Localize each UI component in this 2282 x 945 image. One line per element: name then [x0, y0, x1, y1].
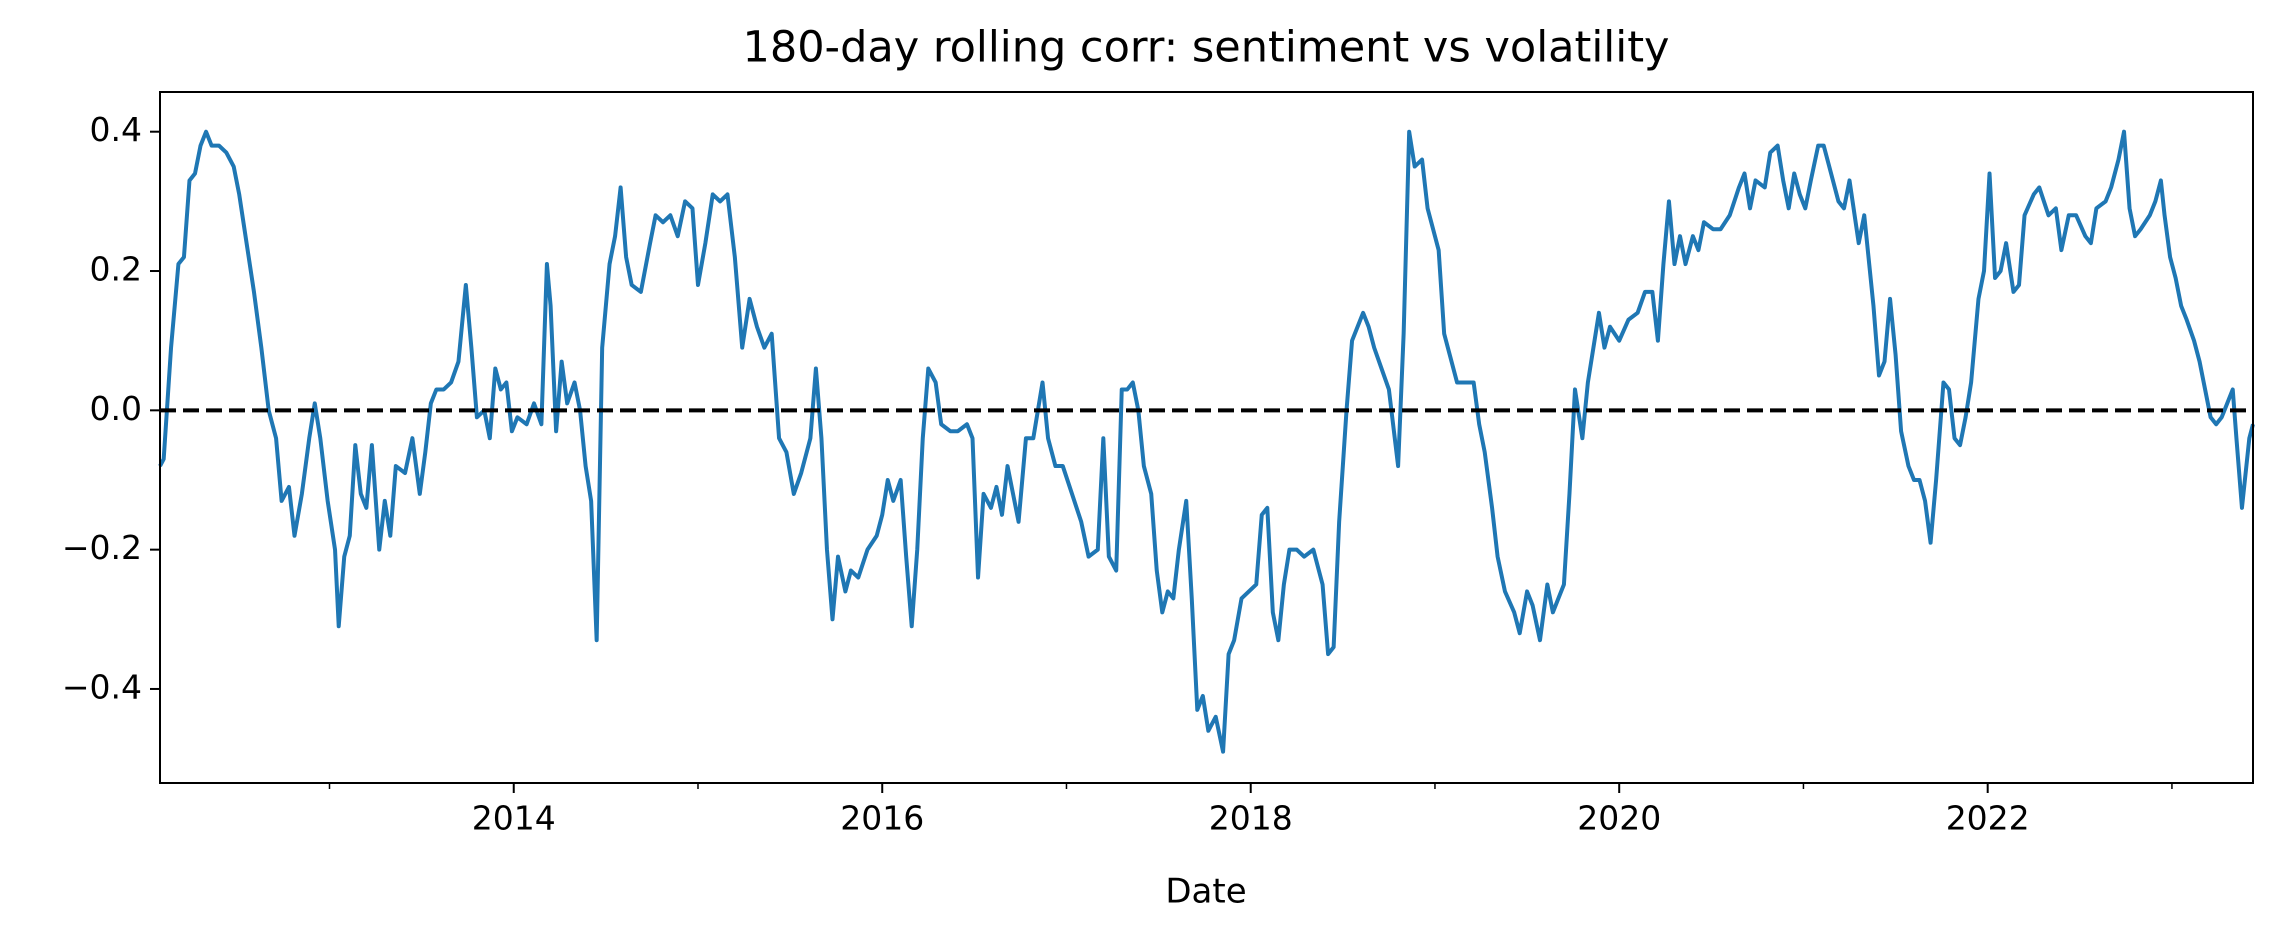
x-tick-label: 2018: [1209, 799, 1293, 838]
y-tick-label: 0.0: [90, 389, 142, 428]
y-tick-label: 0.4: [90, 110, 142, 149]
y-tick-label: −0.2: [62, 528, 142, 567]
y-tick-label: −0.4: [62, 667, 142, 706]
x-tick-label: 2020: [1577, 799, 1661, 838]
y-tick-label: 0.2: [90, 250, 142, 289]
x-tick-label: 2014: [472, 799, 556, 838]
data-line: [158, 129, 2255, 754]
x-tick-label: 2016: [840, 799, 924, 838]
x-tick-label: 2022: [1946, 799, 2030, 838]
x-axis-label: Date: [1165, 872, 1246, 912]
chart-title: 180-day rolling corr: sentiment vs volat…: [742, 23, 1669, 73]
plot-frame: [159, 91, 2254, 784]
